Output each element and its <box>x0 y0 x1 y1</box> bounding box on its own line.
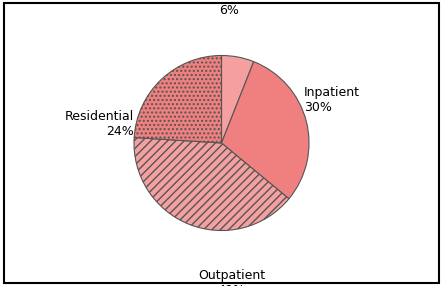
Text: Outpatient
40%: Outpatient 40% <box>198 269 265 286</box>
Wedge shape <box>222 55 254 143</box>
Wedge shape <box>222 61 309 199</box>
Text: Residential
24%: Residential 24% <box>65 110 134 138</box>
Wedge shape <box>134 55 222 143</box>
Wedge shape <box>134 138 289 231</box>
Text: Insurance
Admin.
6%: Insurance Admin. 6% <box>198 0 260 17</box>
Text: Inpatient
30%: Inpatient 30% <box>304 86 360 114</box>
